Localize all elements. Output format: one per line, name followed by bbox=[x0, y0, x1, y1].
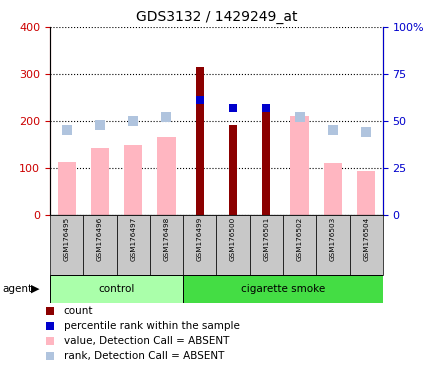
Bar bbox=[83, 215, 116, 275]
Bar bbox=[157, 137, 175, 215]
Bar bbox=[316, 215, 349, 275]
Text: GSM176503: GSM176503 bbox=[329, 217, 335, 261]
Text: GSM176497: GSM176497 bbox=[130, 217, 136, 261]
Bar bbox=[262, 113, 270, 215]
Text: GSM176499: GSM176499 bbox=[196, 217, 202, 261]
Bar bbox=[216, 215, 249, 275]
Text: agent: agent bbox=[2, 284, 32, 294]
Bar bbox=[50, 275, 183, 303]
Bar bbox=[290, 116, 308, 215]
Bar bbox=[228, 125, 237, 215]
Text: GSM176495: GSM176495 bbox=[63, 217, 69, 261]
Bar bbox=[183, 275, 382, 303]
Text: GSM176504: GSM176504 bbox=[362, 217, 368, 261]
Bar bbox=[124, 146, 142, 215]
Text: count: count bbox=[63, 306, 93, 316]
Text: ▶: ▶ bbox=[31, 284, 40, 294]
Text: control: control bbox=[98, 284, 135, 294]
Bar bbox=[91, 148, 109, 215]
Bar bbox=[116, 215, 149, 275]
Bar bbox=[349, 215, 382, 275]
Bar bbox=[50, 215, 83, 275]
Text: GSM176502: GSM176502 bbox=[296, 217, 302, 261]
Bar bbox=[57, 162, 76, 215]
Text: value, Detection Call = ABSENT: value, Detection Call = ABSENT bbox=[63, 336, 228, 346]
Text: GSM176500: GSM176500 bbox=[230, 217, 236, 261]
Text: rank, Detection Call = ABSENT: rank, Detection Call = ABSENT bbox=[63, 351, 224, 361]
Text: percentile rank within the sample: percentile rank within the sample bbox=[63, 321, 239, 331]
Text: GSM176501: GSM176501 bbox=[263, 217, 269, 261]
Title: GDS3132 / 1429249_at: GDS3132 / 1429249_at bbox=[135, 10, 296, 25]
Text: GSM176498: GSM176498 bbox=[163, 217, 169, 261]
Bar bbox=[149, 215, 183, 275]
Text: GSM176496: GSM176496 bbox=[97, 217, 103, 261]
Bar bbox=[323, 163, 341, 215]
Bar bbox=[356, 171, 375, 215]
Bar bbox=[183, 215, 216, 275]
Bar bbox=[283, 215, 316, 275]
Bar bbox=[195, 67, 204, 215]
Bar bbox=[249, 215, 283, 275]
Text: cigarette smoke: cigarette smoke bbox=[240, 284, 324, 294]
